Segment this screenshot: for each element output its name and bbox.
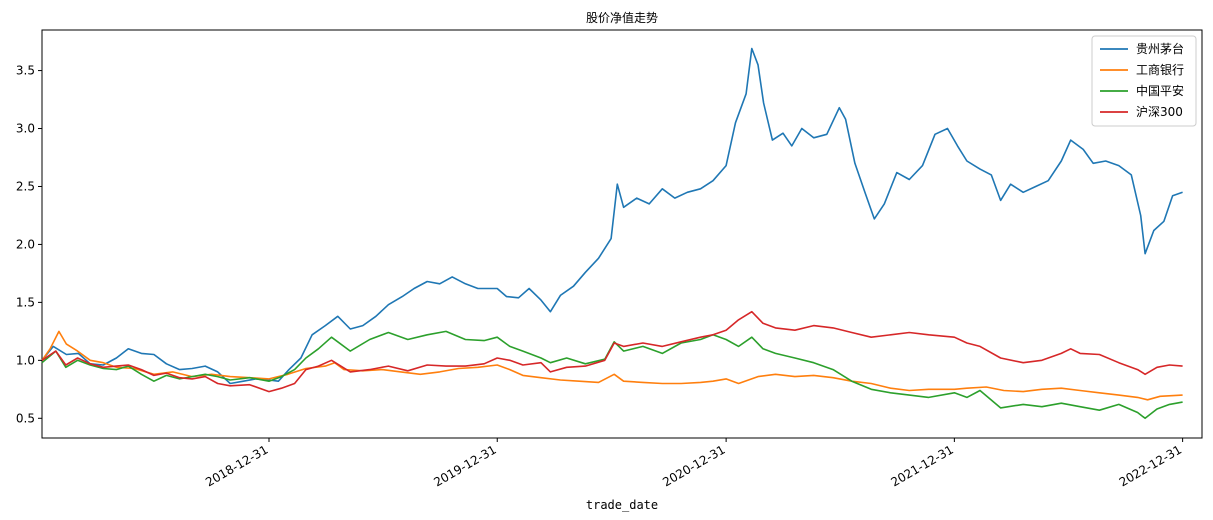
y-tick-label: 1.5	[16, 295, 35, 309]
y-tick-label: 0.5	[16, 411, 35, 425]
series-line-2	[41, 330, 1183, 420]
legend-label-2: 中国平安	[1136, 83, 1184, 98]
legend-box	[1091, 35, 1197, 127]
y-tick-label: 1.0	[16, 353, 35, 367]
y-tick-label: 3.0	[16, 122, 35, 136]
x-tick-label: 2020-12-31	[660, 442, 727, 489]
y-axis: 0.5 1.0 1.5 2.0 2.5 3.0 3.5	[16, 64, 42, 425]
x-tick-label: 2018-12-31	[203, 442, 270, 489]
legend-label-3: 沪深300	[1136, 105, 1183, 119]
series-line-3	[41, 310, 1183, 393]
plot-area	[41, 29, 1203, 439]
legend-label-1: 工商银行	[1136, 62, 1184, 77]
y-tick-label: 2.5	[16, 179, 35, 193]
x-tick-label: 2021-12-31	[888, 442, 955, 489]
chart-title: 股价净值走势	[586, 10, 658, 25]
x-tick-label: 2019-12-31	[431, 442, 498, 489]
x-axis: 2018-12-31 2019-12-31 2020-12-31 2021-12-31…	[203, 438, 1184, 489]
legend-label-0: 贵州茅台	[1136, 41, 1184, 56]
y-tick-label: 3.5	[16, 64, 35, 78]
series-layer	[41, 47, 1183, 420]
y-tick-label: 2.0	[16, 237, 35, 251]
series-line-0	[41, 47, 1183, 385]
x-tick-label: 2022-12-31	[1117, 442, 1184, 489]
x-axis-label: trade_date	[586, 498, 658, 512]
